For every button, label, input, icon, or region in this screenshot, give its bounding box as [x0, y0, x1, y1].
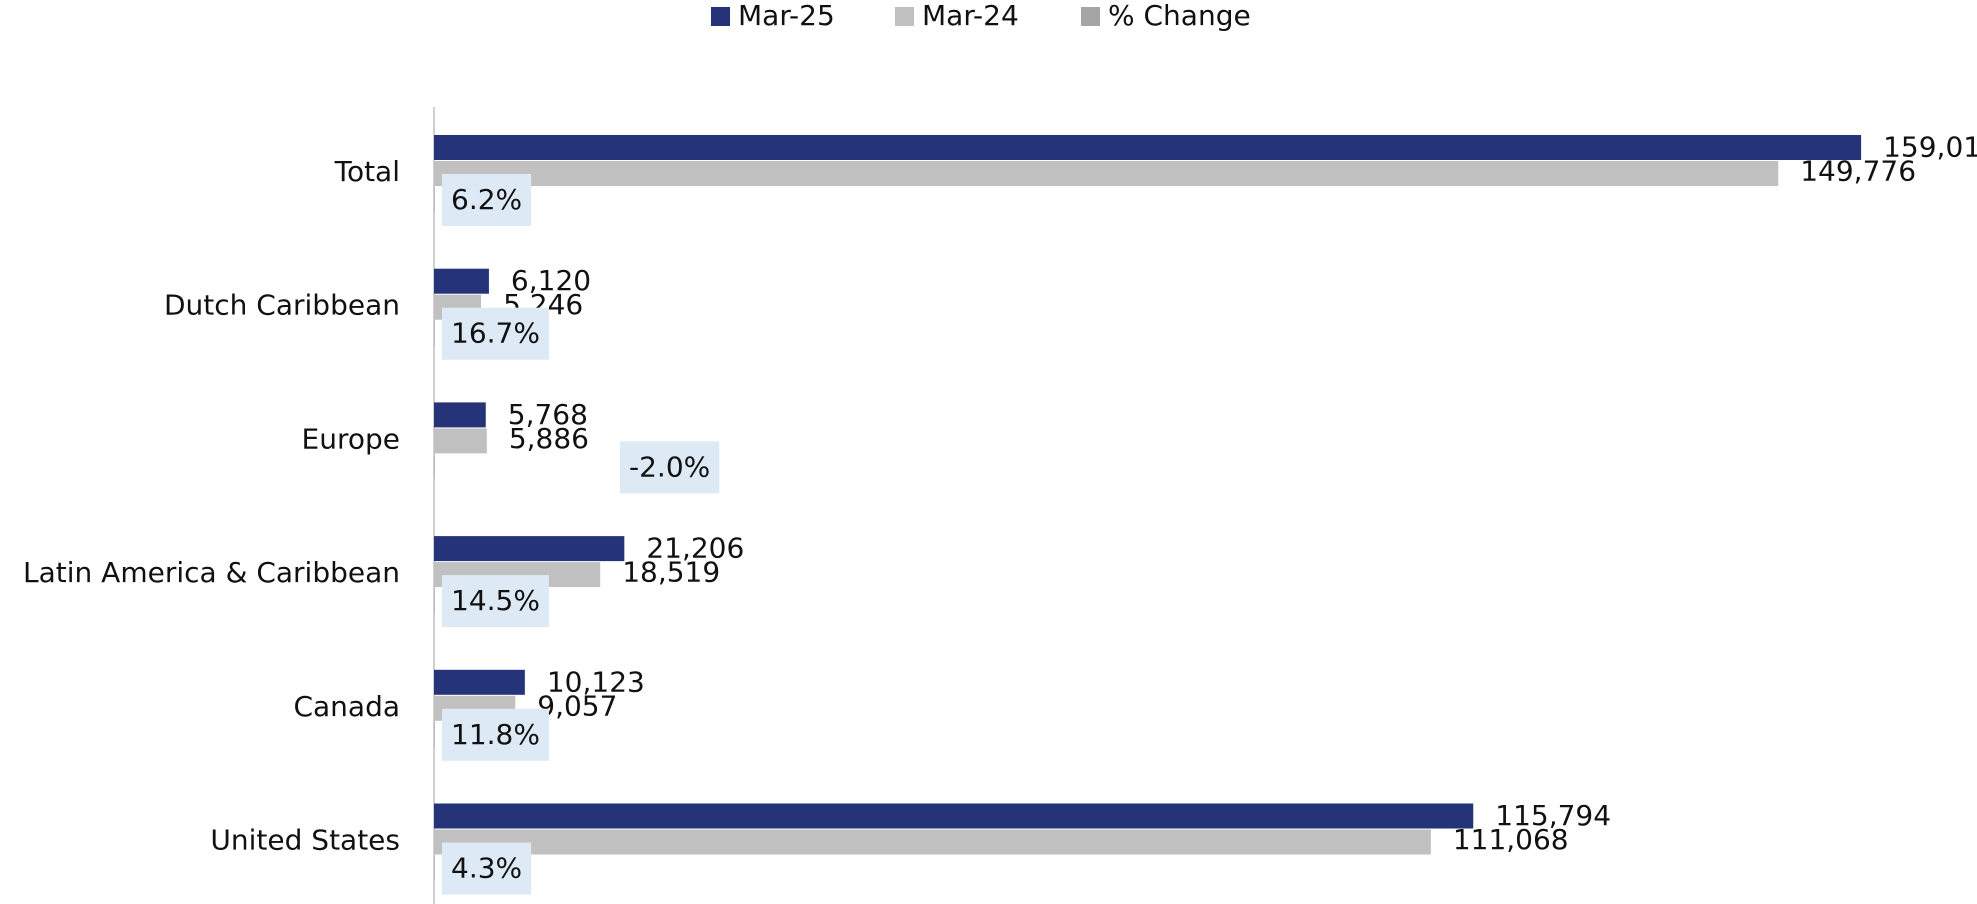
bar: [434, 428, 487, 454]
bar: [434, 536, 625, 562]
value-label: 111,068: [1453, 823, 1569, 856]
legend-swatch: [1081, 7, 1100, 26]
bar: [434, 161, 1779, 186]
value-label-box: [620, 441, 720, 494]
bar: [434, 721, 435, 747]
bar: [434, 803, 1474, 829]
value-label: 9,057: [537, 689, 617, 722]
bar: [433, 454, 435, 480]
value-label-box: [442, 842, 532, 895]
bar: [434, 588, 435, 614]
bar: [434, 268, 489, 294]
category-label: Canada: [293, 690, 400, 723]
bar: [434, 135, 1862, 160]
value-label: 6,120: [511, 264, 591, 297]
value-label: 159,011: [1883, 131, 1977, 164]
value-label: 11.8%: [451, 718, 540, 751]
bar: [434, 855, 435, 881]
value-label: 14.5%: [451, 584, 540, 617]
bar: [434, 187, 435, 212]
bar: [434, 402, 486, 428]
category-label: Dutch Caribbean: [164, 289, 400, 322]
bar: [434, 829, 1431, 855]
legend-label: Mar-25: [738, 0, 835, 32]
value-label: 5,886: [509, 422, 589, 455]
category-label: Latin America & Caribbean: [23, 556, 400, 589]
value-label-box: [442, 307, 549, 360]
value-label-box: [442, 708, 549, 761]
value-label: -2.0%: [629, 450, 710, 483]
value-label: 16.7%: [451, 317, 540, 350]
category-label: Total: [334, 155, 400, 188]
value-label: 5,768: [508, 398, 588, 431]
legend-swatch: [711, 7, 730, 26]
legend-swatch: [895, 7, 914, 26]
value-label: 21,206: [646, 532, 744, 565]
category-label: Europe: [302, 422, 400, 455]
legend-label: Mar-24: [922, 0, 1019, 32]
value-label: 10,123: [547, 665, 645, 698]
category-label: United States: [210, 824, 400, 857]
value-label: 149,776: [1800, 155, 1916, 188]
bar: [434, 320, 435, 346]
value-label: 6.2%: [451, 183, 522, 216]
value-label: 18,519: [622, 556, 720, 589]
bar: [434, 669, 525, 695]
value-label: 4.3%: [451, 852, 522, 885]
legend-label: % Change: [1108, 0, 1251, 32]
value-label-box: [442, 174, 532, 226]
value-label: 115,794: [1495, 799, 1611, 832]
value-label-box: [442, 575, 549, 628]
